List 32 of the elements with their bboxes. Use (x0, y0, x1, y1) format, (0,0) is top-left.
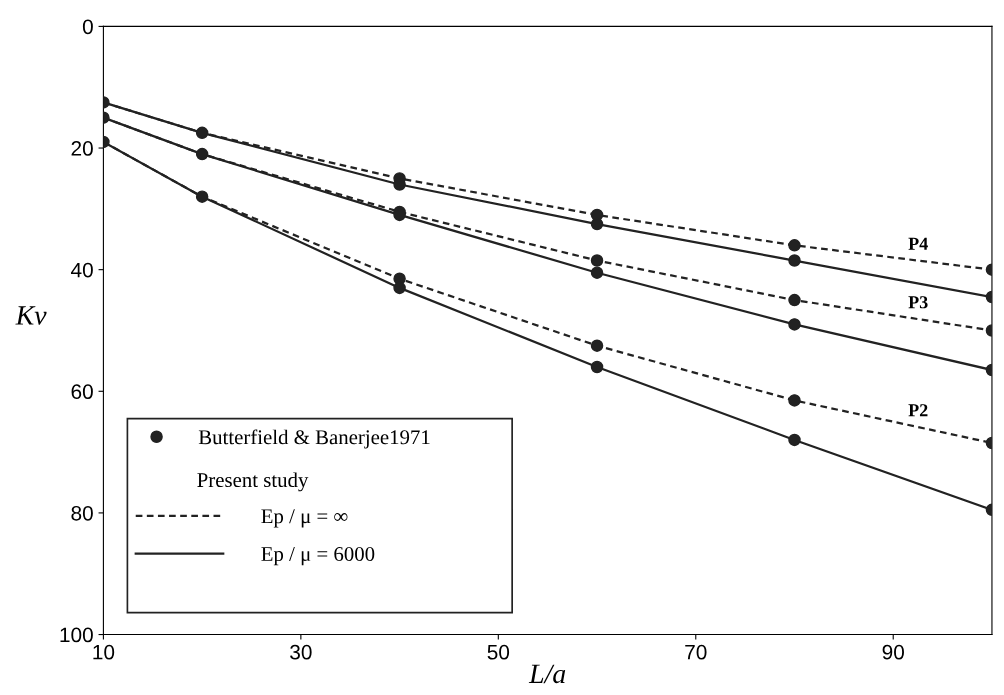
legend-label: Ep / μ = ∞ (261, 509, 348, 528)
y-tick-label: 20 (71, 141, 93, 156)
x-axis-title: L/a (528, 664, 566, 684)
point (590, 217, 604, 231)
annotation: Present study (197, 472, 309, 492)
point (590, 266, 604, 279)
y-tick-label: 40 (71, 262, 93, 278)
point (788, 293, 801, 307)
legend-label: Butterfield & Banerjee1971 (198, 429, 430, 449)
point (590, 254, 604, 267)
x-tick-label: 90 (882, 644, 904, 660)
x-tick-label: 30 (290, 644, 312, 660)
y-tick-label: 60 (71, 384, 93, 400)
point (393, 281, 406, 295)
annotation: P4 (908, 237, 928, 250)
annotation: P3 (908, 296, 928, 309)
point (590, 360, 604, 374)
point (788, 254, 801, 267)
point (788, 318, 801, 331)
point (788, 394, 801, 407)
x-tick-label: 10 (93, 644, 115, 660)
point (788, 239, 801, 252)
y-tick-label: 80 (71, 505, 93, 521)
x-tick-label: 70 (685, 644, 707, 660)
y-tick-label: 0 (82, 19, 93, 35)
point (590, 339, 604, 352)
point (788, 433, 801, 447)
x-tick-label: 50 (487, 644, 510, 660)
legend-label: Ep / μ = 6000 (261, 546, 375, 566)
annotation: P2 (908, 404, 928, 417)
y-axis-title: Kv (15, 306, 47, 325)
y-tick-label: 100 (60, 627, 93, 643)
